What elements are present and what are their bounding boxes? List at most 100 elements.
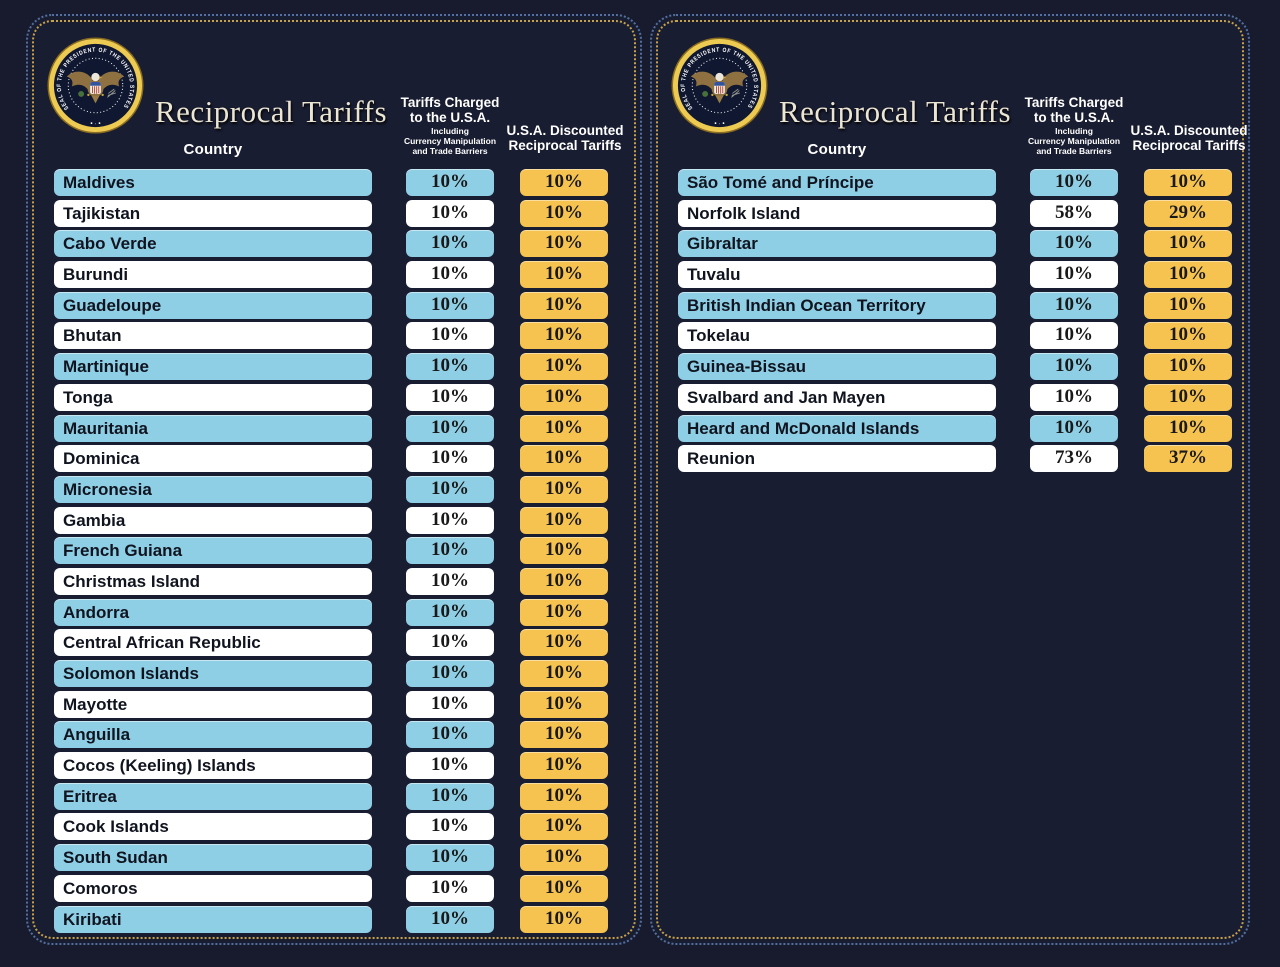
country-cell: Tonga (54, 383, 372, 411)
table-row: Norfolk Island 58% 29% (652, 199, 1248, 227)
charged-tariff-cell: 10% (1030, 383, 1118, 411)
svg-text:• · •: • · • (714, 121, 724, 128)
country-cell: British Indian Ocean Territory (678, 291, 996, 319)
country-cell: Martinique (54, 353, 372, 381)
table-row: French Guiana 10% 10% (28, 537, 640, 565)
country-cell: South Sudan (54, 844, 372, 872)
charged-tariff-cell: 10% (406, 874, 494, 902)
table-row: Cocos (Keeling) Islands 10% 10% (28, 752, 640, 780)
presidential-seal-icon: SEAL OF THE PRESIDENT OF THE UNITED STAT… (46, 36, 145, 135)
column-header-country: Country (183, 141, 243, 158)
table-row: Martinique 10% 10% (28, 353, 640, 381)
presidential-seal-icon: SEAL OF THE PRESIDENT OF THE UNITED STAT… (670, 36, 769, 135)
table-row: Mayotte 10% 10% (28, 690, 640, 718)
charged-tariff-cell: 58% (1030, 199, 1118, 227)
country-cell: Anguilla (54, 721, 372, 749)
country-cell: São Tomé and Príncipe (678, 169, 996, 196)
charged-tariff-cell: 10% (406, 690, 494, 718)
country-cell: Gibraltar (678, 230, 996, 258)
country-cell: Norfolk Island (678, 199, 996, 227)
charged-tariff-cell: 10% (406, 598, 494, 626)
charged-tariff-cell: 10% (406, 782, 494, 810)
country-cell: Bhutan (54, 322, 372, 350)
charged-tariff-cell: 10% (406, 752, 494, 780)
charged-tariff-cell: 10% (406, 905, 494, 933)
discounted-tariff-cell: 10% (1144, 291, 1232, 319)
charged-tariff-cell: 10% (1030, 230, 1118, 258)
charged-tariff-cell: 10% (406, 414, 494, 442)
table-row: Gibraltar 10% 10% (652, 230, 1248, 258)
charged-tariff-cell: 10% (406, 230, 494, 258)
discounted-tariff-cell: 10% (520, 905, 608, 933)
charged-tariff-cell: 10% (406, 721, 494, 749)
charged-tariff-cell: 73% (1030, 445, 1118, 473)
table-row: Bhutan 10% 10% (28, 322, 640, 350)
charged-tariff-cell: 10% (1030, 291, 1118, 319)
country-cell: Heard and McDonald Islands (678, 414, 996, 442)
charged-tariff-cell: 10% (406, 567, 494, 595)
country-cell: Cocos (Keeling) Islands (54, 752, 372, 780)
table-row: Tonga 10% 10% (28, 383, 640, 411)
charged-tariff-cell: 10% (1030, 261, 1118, 289)
charged-tariff-cell: 10% (1030, 322, 1118, 350)
table-row: Svalbard and Jan Mayen 10% 10% (652, 383, 1248, 411)
table-row: Burundi 10% 10% (28, 261, 640, 289)
country-cell: Reunion (678, 445, 996, 473)
country-cell: Guinea-Bissau (678, 353, 996, 381)
panel-title: Reciprocal Tariffs (779, 93, 1012, 129)
discounted-tariff-cell: 10% (1144, 383, 1232, 411)
column-header-tariffs-charged: Tariffs Charged to the U.S.A. Including … (1024, 95, 1124, 156)
charged-tariff-cell: 10% (1030, 414, 1118, 442)
country-cell: Guadeloupe (54, 291, 372, 319)
table-row: Guadeloupe 10% 10% (28, 291, 640, 319)
table-row: Maldives 10% 10% (28, 169, 640, 196)
charged-tariff-cell: 10% (406, 629, 494, 657)
table-row: Christmas Island 10% 10% (28, 567, 640, 595)
discounted-tariff-cell: 10% (520, 660, 608, 687)
country-cell: Solomon Islands (54, 660, 372, 687)
discounted-tariff-cell: 10% (520, 353, 608, 381)
column-header-country: Country (807, 141, 867, 158)
table-row: South Sudan 10% 10% (28, 844, 640, 872)
table-row: Cook Islands 10% 10% (28, 813, 640, 841)
column-header-tariffs-charged: Tariffs Charged to the U.S.A. Including … (400, 95, 500, 156)
discounted-tariff-cell: 10% (520, 475, 608, 503)
country-cell: French Guiana (54, 537, 372, 565)
country-cell: Central African Republic (54, 629, 372, 657)
table-row: Dominica 10% 10% (28, 445, 640, 473)
table-row: São Tomé and Príncipe 10% 10% (652, 169, 1248, 196)
discounted-tariff-cell: 10% (520, 291, 608, 319)
column-header-discounted: U.S.A. Discounted Reciprocal Tariffs (1130, 123, 1248, 154)
table-row: British Indian Ocean Territory 10% 10% (652, 291, 1248, 319)
discounted-tariff-cell: 10% (520, 782, 608, 810)
eagle (66, 71, 125, 104)
discounted-tariff-cell: 10% (520, 537, 608, 565)
table-row: Kiribati 10% 10% (28, 905, 640, 933)
charged-tariff-cell: 10% (406, 537, 494, 565)
country-cell: Micronesia (54, 475, 372, 503)
charged-tariff-cell: 10% (406, 383, 494, 411)
svg-text:• · •: • · • (90, 121, 100, 128)
discounted-tariff-cell: 29% (1144, 199, 1232, 227)
country-cell: Dominica (54, 445, 372, 473)
country-cell: Cabo Verde (54, 230, 372, 258)
country-cell: Tokelau (678, 322, 996, 350)
discounted-tariff-cell: 10% (520, 230, 608, 258)
discounted-tariff-cell: 10% (520, 629, 608, 657)
tariff-rows: Maldives 10% 10% Tajikistan 10% 10% Cabo… (28, 169, 640, 933)
discounted-tariff-cell: 37% (1144, 445, 1232, 473)
tariff-board-left: SEAL OF THE PRESIDENT OF THE UNITED STAT… (26, 14, 642, 945)
country-cell: Gambia (54, 506, 372, 534)
table-row: Tokelau 10% 10% (652, 322, 1248, 350)
table-row: Gambia 10% 10% (28, 506, 640, 534)
table-row: Tuvalu 10% 10% (652, 261, 1248, 289)
country-cell: Mauritania (54, 414, 372, 442)
country-cell: Christmas Island (54, 567, 372, 595)
charged-tariff-cell: 10% (406, 199, 494, 227)
panel-title: Reciprocal Tariffs (155, 93, 388, 129)
discounted-tariff-cell: 10% (1144, 414, 1232, 442)
discounted-tariff-cell: 10% (520, 567, 608, 595)
discounted-tariff-cell: 10% (1144, 230, 1232, 258)
discounted-tariff-cell: 10% (520, 199, 608, 227)
